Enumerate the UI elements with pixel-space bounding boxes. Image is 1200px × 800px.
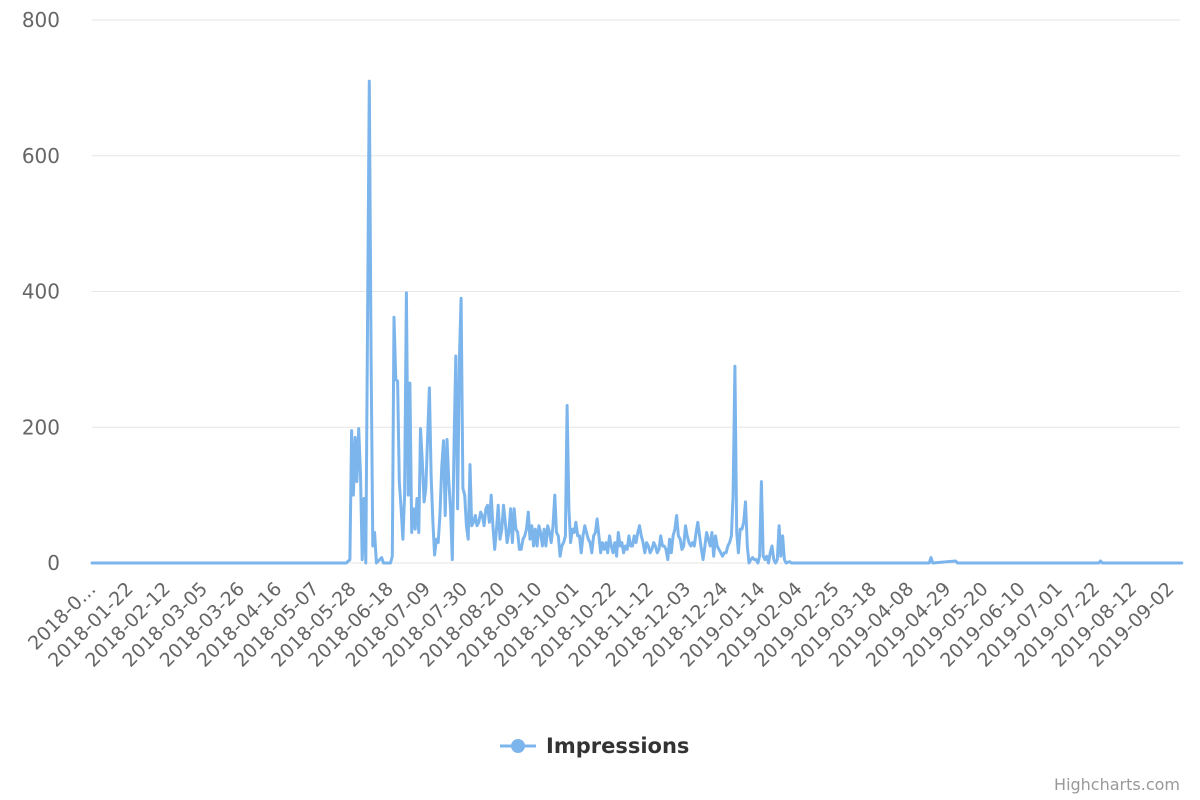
series-line-impressions[interactable] [90, 79, 1184, 565]
x-axis: 2018-0…2018-01-222018-02-122018-03-05201… [24, 578, 1179, 672]
grid-lines [92, 19, 1180, 564]
y-tick-label: 0 [47, 551, 60, 575]
credits-link[interactable]: Highcharts.com [1054, 775, 1180, 794]
legend-marker [511, 739, 525, 753]
y-tick-label: 600 [22, 144, 60, 168]
legend[interactable]: Impressions [500, 734, 689, 758]
y-tick-label: 800 [22, 8, 60, 32]
legend-label[interactable]: Impressions [546, 734, 689, 758]
y-axis: 0 200 400 600 800 [22, 8, 60, 575]
y-tick-label: 400 [22, 280, 60, 304]
y-tick-label: 200 [22, 415, 60, 439]
